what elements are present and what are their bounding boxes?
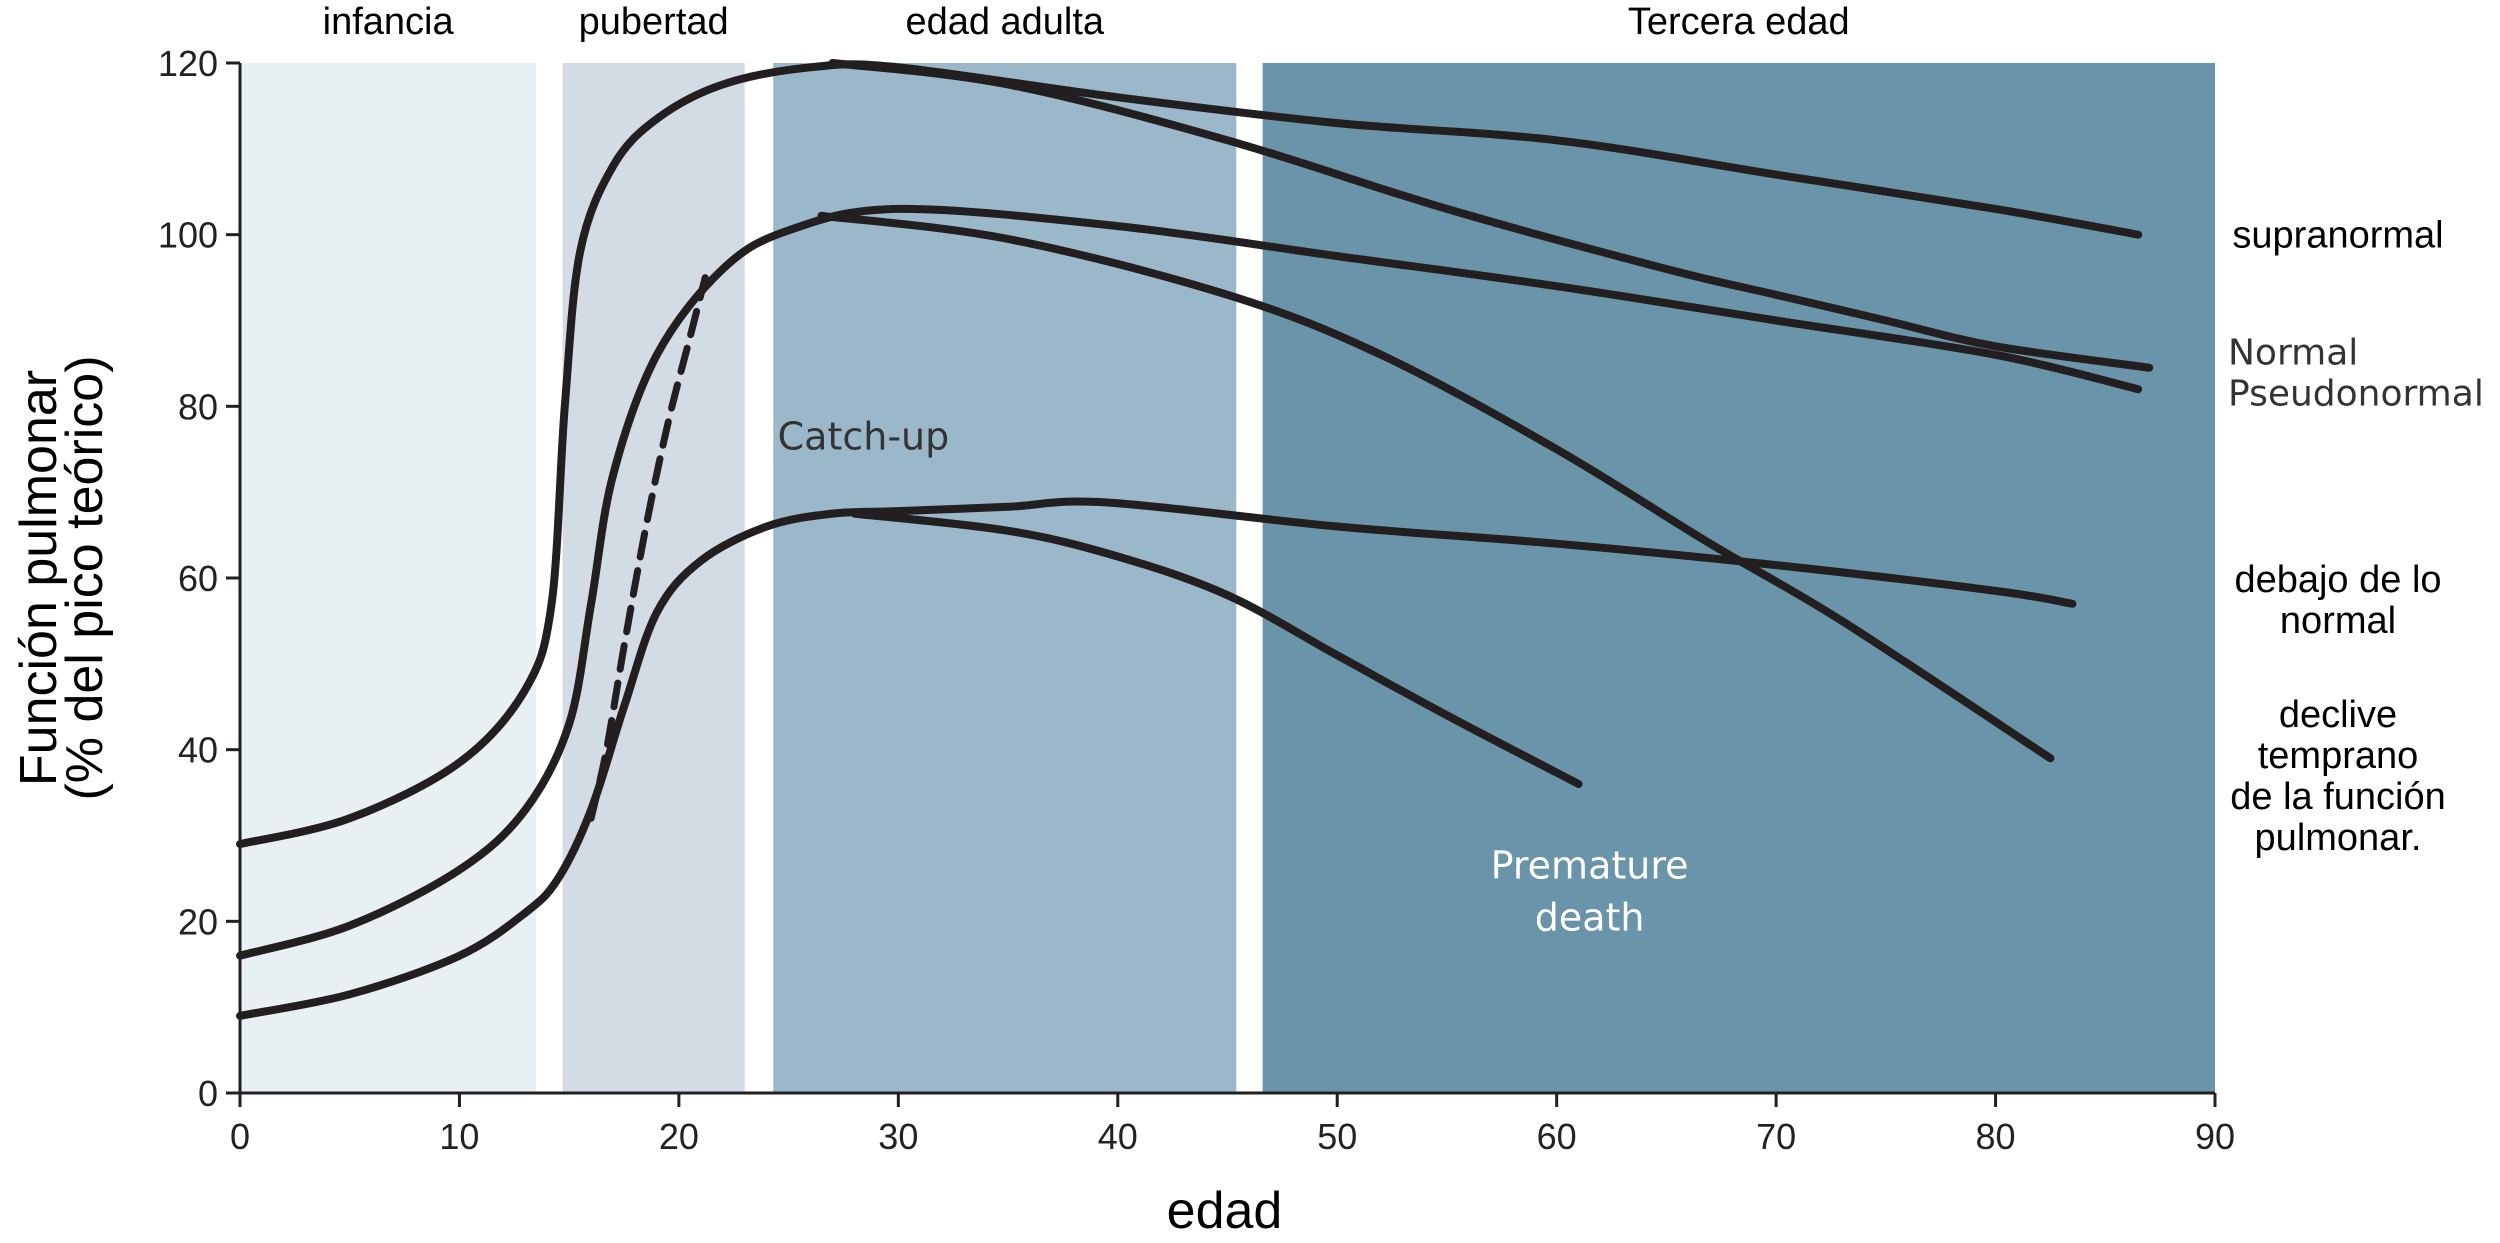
curve-pseudonormal xyxy=(236,204,2143,960)
phase-label-infancia: infancia xyxy=(323,1,455,43)
curve-normal xyxy=(828,59,2154,372)
x-tick-label: 10 xyxy=(439,1116,479,1157)
y-tick-label: 80 xyxy=(178,386,218,427)
y-axis-ticks: 0 20 40 60 80 100 120 xyxy=(158,43,240,1114)
x-tick-label: 20 xyxy=(659,1116,699,1157)
x-axis-ticks: 0 10 20 30 40 50 60 70 80 90 xyxy=(230,1093,2235,1157)
y-tick-label: 60 xyxy=(178,558,218,599)
phase-label-edad-adulta: edad adulta xyxy=(905,1,1104,43)
series-label-pseudonormal: Pseudonormal xyxy=(2228,374,2484,415)
y-tick-label: 20 xyxy=(178,901,218,942)
x-tick-label: 50 xyxy=(1317,1116,1357,1157)
x-tick-label: 40 xyxy=(1098,1116,1138,1157)
x-tick-label: 0 xyxy=(230,1116,250,1157)
x-tick-label: 70 xyxy=(1756,1116,1796,1157)
series-label-de-la-funcion: de la función xyxy=(2230,776,2446,818)
curve-declive-temprano-de-la-funcion-pulmonar xyxy=(817,211,2055,763)
annotation-catch-up: Catch-up xyxy=(778,414,950,458)
life-phase-labels: infancia pubertad edad adulta Tercera edad xyxy=(323,1,1850,43)
y-tick-label: 100 xyxy=(158,215,218,256)
annotation-death: death xyxy=(1535,895,1645,939)
x-tick-label: 90 xyxy=(2195,1116,2235,1157)
phase-band-infancia xyxy=(240,63,537,1093)
chart-axes: 0 10 20 30 40 50 60 70 80 90 0 20 40 60 80 100 120 xyxy=(158,43,2235,1157)
x-tick-label: 60 xyxy=(1537,1116,1577,1157)
chart-annotations: Catch-up Premature death xyxy=(778,414,1689,939)
lung-function-curves xyxy=(236,59,2154,1020)
series-label-normal: normal xyxy=(2280,600,2396,642)
curve-premature-death xyxy=(850,509,1583,788)
y-axis-title-line-1: Función pulmonar xyxy=(10,370,68,786)
series-label-debajo-de-lo: debajo de lo xyxy=(2234,559,2441,601)
y-tick-label: 40 xyxy=(178,730,218,771)
y-tick-label: 0 xyxy=(198,1073,218,1114)
series-label-normal: Normal xyxy=(2228,333,2358,374)
x-tick-label: 80 xyxy=(1976,1116,2016,1157)
x-axis-title: edad xyxy=(1167,1182,1283,1240)
curve-catch-up xyxy=(587,274,709,822)
curve-debajo-de-lo-normal xyxy=(236,497,2077,1020)
y-axis-title: Función pulmonar(% del pico teórico) xyxy=(10,355,114,800)
phase-label-pubertad: pubertad xyxy=(579,1,729,43)
curve-supranormal xyxy=(236,60,2143,849)
phase-band-tercera-edad xyxy=(1262,63,2215,1093)
series-label-pulmonar: pulmonar. xyxy=(2255,817,2422,859)
series-label-supranormal: supranormal xyxy=(2232,215,2443,257)
annotation-premature: Premature xyxy=(1491,843,1689,887)
phase-label-tercera-edad: Tercera edad xyxy=(1628,1,1850,43)
life-phase-bands xyxy=(240,63,2215,1093)
y-axis-title-line-2: (% del pico teórico) xyxy=(56,355,114,800)
y-tick-label: 120 xyxy=(158,43,218,84)
x-tick-label: 30 xyxy=(878,1116,918,1157)
series-label-temprano: temprano xyxy=(2258,735,2419,777)
series-label-declive: declive xyxy=(2279,694,2397,736)
